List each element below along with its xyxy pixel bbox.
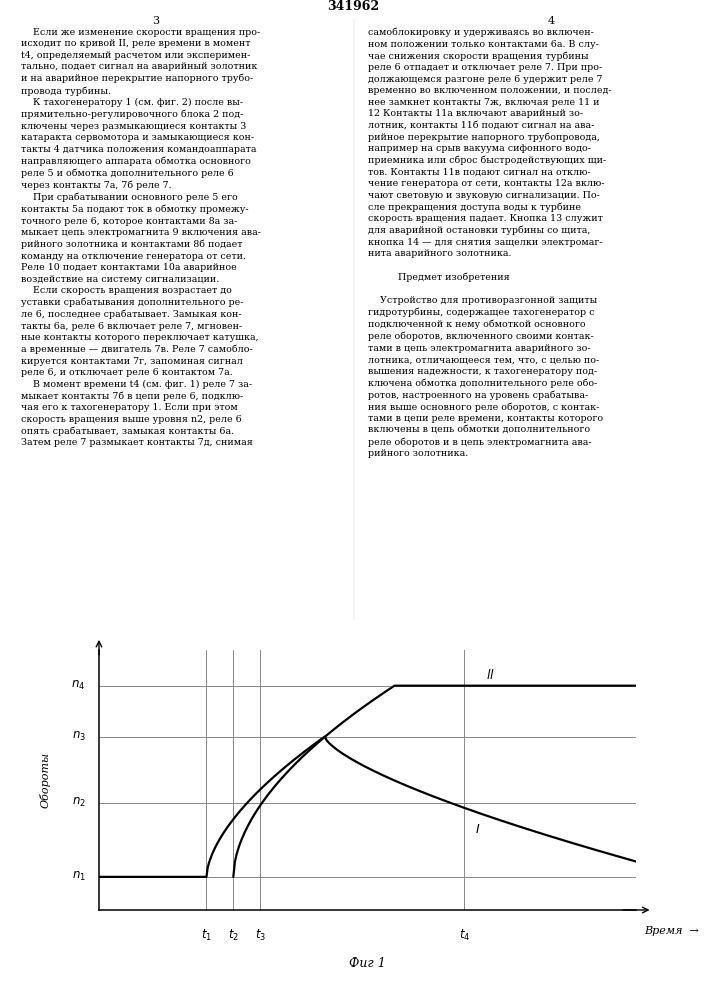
Text: $n_4$: $n_4$: [71, 679, 86, 692]
Text: самоблокировку и удерживаясь во включен-
ном положении только контактами 6а. В с: самоблокировку и удерживаясь во включен-…: [368, 28, 612, 458]
Text: $ll$: $ll$: [486, 668, 495, 682]
Text: $n_2$: $n_2$: [71, 796, 86, 809]
Text: Если же изменение скорости вращения про-
исходит по кривой II, реле времени в мо: Если же изменение скорости вращения про-…: [21, 28, 261, 447]
Text: $I$: $I$: [475, 823, 481, 836]
Text: $t_4$: $t_4$: [459, 928, 470, 943]
Text: $t_3$: $t_3$: [255, 928, 266, 943]
Text: $t_1$: $t_1$: [201, 928, 212, 943]
Text: 3: 3: [152, 15, 159, 25]
Text: $t_2$: $t_2$: [228, 928, 239, 943]
Text: Обороты: Обороты: [40, 752, 51, 808]
Text: 4: 4: [548, 15, 555, 25]
Text: Фиг 1: Фиг 1: [349, 957, 386, 970]
Text: $n_3$: $n_3$: [71, 730, 86, 743]
Text: $n_1$: $n_1$: [71, 870, 86, 883]
Text: 341962: 341962: [327, 0, 380, 13]
Text: Время  →: Время →: [644, 926, 699, 936]
